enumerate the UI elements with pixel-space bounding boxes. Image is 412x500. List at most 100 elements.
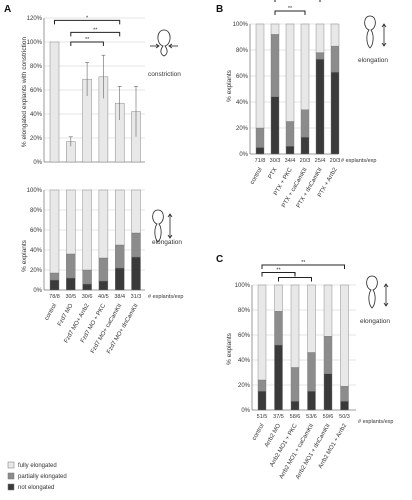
bar-segment [290,401,300,411]
legend-label-not: not elongated [18,485,54,491]
bar-segment [98,280,109,291]
bar-segment [307,284,316,353]
y-tick-label: 60% [238,333,251,339]
count-label: 59/6 [323,414,334,420]
bar-segment [114,189,125,246]
bar-segment [114,267,125,291]
category-label: PTX [268,167,279,180]
y-tick-label: 100% [27,188,43,194]
y-tick-label: 100% [233,22,249,28]
bar-segment [323,336,333,374]
count-label: 37/5 [273,414,284,420]
significance-mark: ** [85,37,90,43]
legend-label-fully: fully elongated [18,463,57,469]
count-label-b: # explants/exp [341,158,376,164]
chart-c [251,264,356,411]
significance-mark: * [86,15,89,21]
bar-segment [285,145,295,155]
category-label: Fzd7 MO [57,303,75,328]
y-tick-label: 40% [236,100,249,106]
count-label: 53/6 [306,414,317,420]
y-tick-label: 100% [27,40,43,46]
count-label: 30/6 [82,294,93,300]
bar-segment [82,283,92,291]
bar-segment [255,23,265,129]
panel-label-a: A [4,4,11,15]
category-label: Arrb2 MO [264,423,282,449]
plots: 0%20%40%60%80%100%120% *****0%20%40%60%80… [27,0,356,480]
significance-bracket [261,272,296,277]
count-label: 71/8 [255,158,266,164]
bar-segment [300,109,310,138]
bar-segment [257,379,267,392]
count-label: 20/3 [330,158,341,164]
legend-swatch-fully [7,461,15,469]
count-label: 34/4 [285,158,296,164]
y-tick-label: 40% [30,248,43,254]
legend-swatch-not [7,483,15,491]
bar-segment [257,284,267,381]
y-tick-label: 20% [236,126,249,132]
ylabel-b: % explants [226,69,233,102]
bar-segment [49,189,60,274]
bar-segment [330,71,340,155]
count-label: 50/3 [339,414,350,420]
bar-segment [255,147,265,155]
bar-segment [307,391,316,411]
bar-segment [340,401,349,411]
bar-segment [66,253,76,279]
bar-segment [98,189,109,259]
bar-segment [315,52,325,60]
bar-segment [330,45,340,73]
y-tick-label: 40% [30,112,43,118]
y-tick-label: 60% [236,74,249,80]
bar-segment [307,352,316,392]
significance-bracket [54,19,121,25]
annotation-elongation-b: elongation [358,57,388,64]
elongation-explant-icon-c [366,275,389,309]
y-tick-label: 80% [30,208,43,214]
y-tick-label: 60% [30,88,43,94]
legend: fully elongated partially elongated not … [7,461,67,491]
significance-bracket [261,264,345,269]
y-tick-label: 80% [236,48,249,54]
count-label: 31/3 [131,294,142,300]
significance-bracket [70,41,104,46]
legend-swatch-partially [7,472,15,480]
bar-segment [49,272,60,281]
bar-segment [98,257,109,282]
bar-segment [255,127,265,148]
count-label: 30/3 [270,158,281,164]
y-tick-label: 100% [235,283,251,289]
chart-b [249,0,340,155]
bar-segment [340,284,349,387]
annotation-elongation-c: elongation [360,318,390,325]
constriction-explant-icon [150,29,178,57]
bar-segment [290,367,300,402]
ylabel-a-bottom: % explants [21,239,28,272]
y-tick-label: 0% [33,160,42,166]
significance-mark: ** [288,6,293,12]
ylabel-c: % explants [226,332,233,365]
y-tick-label: 40% [238,358,251,364]
count-label: 30/5 [65,294,76,300]
annotation-elongation-a: elongation [152,239,182,246]
significance-mark: ** [93,27,98,33]
bar [49,41,60,163]
bar-segment [274,344,283,411]
y-tick-label: 80% [30,64,43,70]
bar-segment [257,391,267,411]
bar-segment [315,58,325,155]
bar-segment [274,284,283,312]
y-tick-label: 20% [30,136,43,142]
count-label-a: # explants/exp [148,294,183,300]
category-label: control [252,423,266,442]
bar-segment [270,34,280,98]
legend-label-partially: partially elongated [18,474,67,480]
count-label: 20/3 [300,158,311,164]
bar-segment [82,269,92,285]
count-label: 38/4 [114,294,125,300]
bar-segment [82,189,92,271]
bar-segment [323,284,333,337]
bar-segment [49,279,60,291]
